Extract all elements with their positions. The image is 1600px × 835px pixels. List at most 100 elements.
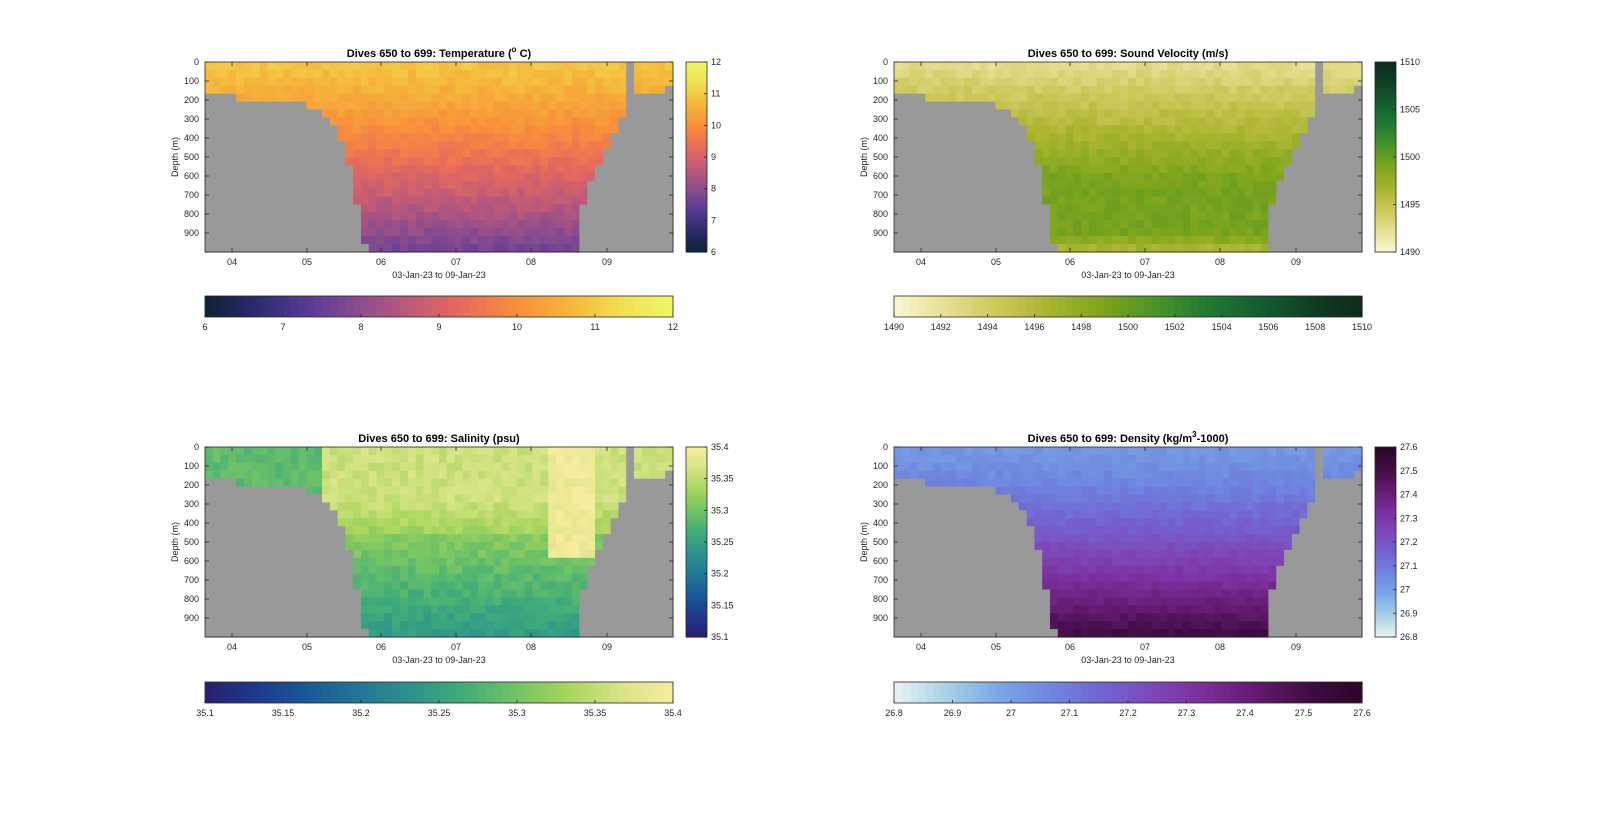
sound-velocity-cell [980, 236, 988, 245]
temperature-cell [345, 244, 353, 253]
temperature-cell [455, 228, 463, 237]
salinity-cell [431, 495, 439, 504]
temperature-cell [431, 173, 439, 182]
sound-velocity-cell [1159, 189, 1167, 198]
temperature-cell [587, 102, 595, 111]
salinity-cell [478, 479, 486, 488]
salinity-cell [634, 534, 642, 543]
sound-velocity-cell [1105, 157, 1113, 166]
salinity-cell [400, 487, 408, 496]
salinity-cell [423, 558, 431, 567]
salinity-cell [267, 495, 275, 504]
salinity-cell [291, 526, 299, 535]
sound-velocity-cell [1339, 110, 1347, 119]
sound-velocity-cell [972, 110, 980, 119]
sound-velocity-cbar-bottom-step [1284, 296, 1292, 317]
temperature-cell [657, 189, 665, 198]
sound-velocity-cell [933, 110, 941, 119]
salinity-cell [236, 534, 244, 543]
salinity-cbar-bottom-step [228, 682, 236, 703]
temperature-cell [338, 205, 346, 214]
density-cell [902, 542, 910, 551]
temperature-cell [556, 173, 564, 182]
density-cell [894, 582, 902, 591]
sound-velocity-cell [1315, 117, 1323, 126]
sound-velocity-cbar-right-label: 1500 [1400, 152, 1420, 162]
sound-velocity-cell [1253, 117, 1261, 126]
sound-velocity-cell [910, 157, 918, 166]
temperature-cell [384, 94, 392, 103]
salinity-cbar-bottom-step [353, 682, 361, 703]
sound-velocity-cell [1284, 141, 1292, 150]
salinity-cell [392, 582, 400, 591]
sound-velocity-cell [1081, 94, 1089, 103]
sound-velocity-cell [1307, 102, 1315, 111]
sound-velocity-cell [1284, 94, 1292, 103]
temperature-cell [470, 157, 478, 166]
temperature-cell [400, 228, 408, 237]
temperature-cell [330, 236, 338, 245]
temperature-cell [548, 157, 556, 166]
temperature-cell [603, 157, 611, 166]
temperature-cell [579, 62, 587, 71]
salinity-cell [462, 621, 470, 630]
sound-velocity-cell [980, 78, 988, 87]
salinity-cell [455, 605, 463, 614]
temperature-cell [400, 220, 408, 229]
salinity-cell [455, 574, 463, 583]
salinity-cell [423, 510, 431, 519]
salinity-cell [665, 526, 673, 535]
temperature-cell [384, 78, 392, 87]
sound-velocity-cell [1144, 157, 1152, 166]
sound-velocity-cell [988, 149, 996, 158]
sound-velocity-cell [1058, 220, 1066, 229]
temperature-cell [408, 110, 416, 119]
salinity-cell [353, 495, 361, 504]
temperature-cell [299, 189, 307, 198]
sound-velocity-cell [1167, 133, 1175, 142]
temperature-cell [392, 236, 400, 245]
temperature-cell [369, 70, 377, 79]
sound-velocity-cell [1245, 197, 1253, 206]
sound-velocity-cell [1245, 244, 1253, 253]
sound-velocity-cell [1346, 181, 1354, 190]
sound-velocity-cell [1151, 70, 1159, 79]
temperature-cell [244, 173, 252, 182]
salinity-cell [416, 629, 424, 638]
salinity-cell [306, 629, 314, 638]
salinity-cell [447, 597, 455, 606]
salinity-cell [431, 502, 439, 511]
sound-velocity-cell [956, 165, 964, 174]
salinity-cell [548, 463, 556, 472]
salinity-cell [283, 542, 291, 551]
sound-velocity-cell [1089, 149, 1097, 158]
temperature-cell [267, 228, 275, 237]
salinity-cell [494, 597, 502, 606]
salinity-cell [314, 613, 322, 622]
salinity-cell [650, 502, 658, 511]
salinity-cell [665, 590, 673, 599]
temperature-cell [377, 212, 385, 221]
temperature-cell [400, 197, 408, 206]
temperature-cell [501, 94, 509, 103]
temperature-cell [283, 157, 291, 166]
salinity-cbar-bottom-step [517, 682, 525, 703]
sound-velocity-cell [1261, 94, 1269, 103]
temperature-cell [556, 102, 564, 111]
sound-velocity-cell [1144, 165, 1152, 174]
temperature-cell [384, 244, 392, 253]
salinity-cell [384, 487, 392, 496]
sound-velocity-cell [933, 197, 941, 206]
temperature-cbar-bottom-step [408, 296, 416, 317]
sound-velocity-cell [1253, 86, 1261, 95]
sound-velocity-cell [1276, 220, 1284, 229]
sound-velocity-cell [1346, 173, 1354, 182]
sound-velocity-cell [1222, 94, 1230, 103]
temperature-cell [501, 110, 509, 119]
temperature-cell [330, 86, 338, 95]
salinity-cell [423, 574, 431, 583]
salinity-cell [650, 574, 658, 583]
sound-velocity-cell [1331, 62, 1339, 71]
sound-velocity-cell [1151, 228, 1159, 237]
temperature-cbar-bottom-step [665, 296, 673, 317]
